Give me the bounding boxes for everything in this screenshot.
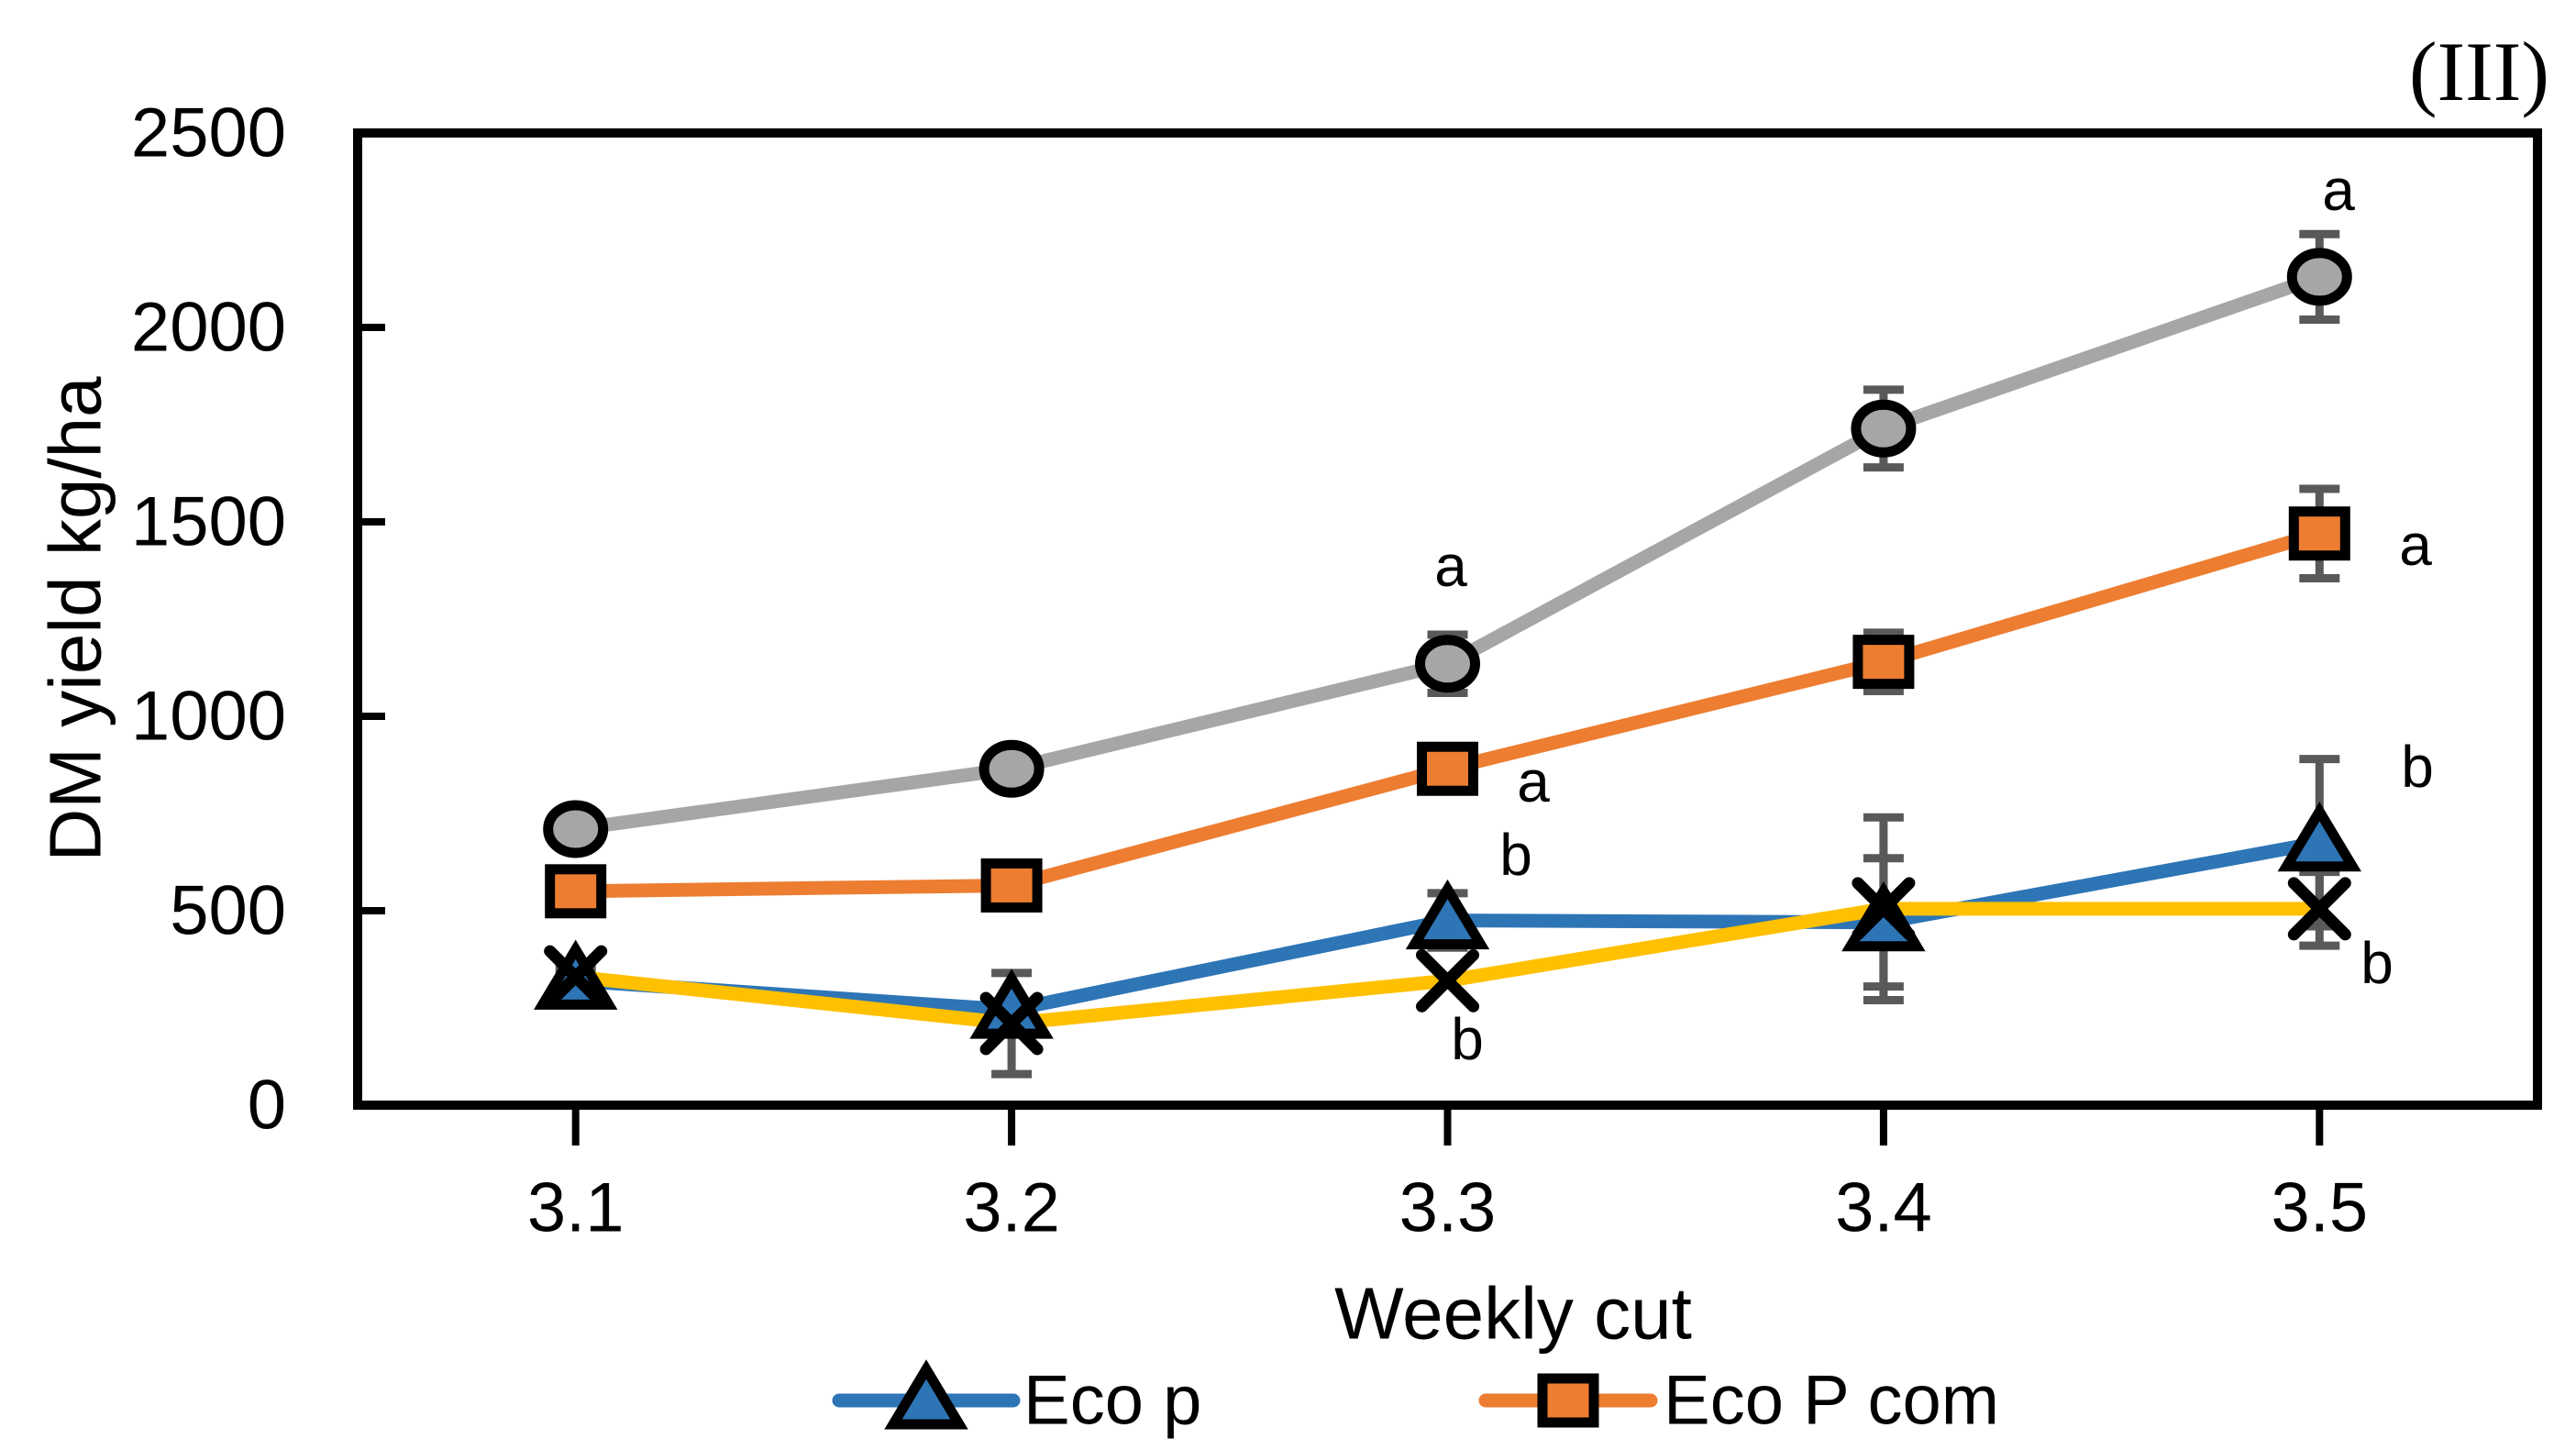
- sig-label-gray-circles: a: [2322, 157, 2355, 223]
- y-axis-tick-label: 500: [170, 872, 286, 950]
- marker-square-eco-p-com: [1417, 741, 1478, 796]
- marker-circle-gray-circles: [2286, 248, 2352, 306]
- marker-square-eco-p-com: [1852, 635, 1915, 690]
- y-axis-tick-label: 2000: [131, 289, 286, 367]
- marker-x-yellow-x: [1852, 877, 1916, 941]
- y-axis-tick-label: 0: [248, 1067, 286, 1145]
- marker-circle-gray-circles: [1415, 635, 1480, 693]
- sig-label-eco-p: b: [1499, 822, 1532, 888]
- marker-square-eco-p-com: [2288, 506, 2350, 561]
- marker-triangle-legend-eco-p: [884, 1359, 968, 1430]
- marker-x-yellow-x: [544, 945, 608, 1009]
- marker-square-eco-p-com: [545, 864, 607, 919]
- marker-triangle-eco-p: [1405, 879, 1490, 950]
- marker-x-yellow-x: [1416, 948, 1479, 1013]
- sig-label-yellow-x: b: [2360, 930, 2394, 996]
- marker-square-legend-eco-p-com: [1537, 1373, 1599, 1428]
- y-axis-title: DM yield kg/ha: [35, 376, 116, 862]
- legend-label-eco-p: Eco p: [1023, 1362, 1201, 1440]
- marker-circle-gray-circles: [978, 739, 1045, 798]
- x-axis-tick-label: 3.1: [527, 1169, 625, 1247]
- x-axis-tick-label: 3.5: [2271, 1169, 2368, 1247]
- y-axis-tick-label: 1500: [131, 483, 286, 561]
- marker-x-yellow-x: [2287, 877, 2351, 941]
- panel-label: (III): [2409, 25, 2549, 118]
- marker-circle-gray-circles: [543, 800, 609, 858]
- y-axis-tick-label: 2500: [131, 94, 286, 172]
- x-axis-tick-label: 3.2: [963, 1169, 1060, 1247]
- legend-label-eco-p-com: Eco P com: [1664, 1362, 1999, 1440]
- sig-label-gray-circles: a: [1434, 533, 1467, 599]
- x-axis-tick-label: 3.3: [1399, 1169, 1497, 1247]
- marker-x-yellow-x: [979, 991, 1044, 1056]
- sig-label-eco-p-com: a: [1517, 748, 1550, 814]
- marker-square-eco-p-com: [980, 858, 1043, 913]
- marker-circle-gray-circles: [1851, 399, 1917, 458]
- plot-border: [353, 128, 2542, 1110]
- marker-triangle-eco-p: [2277, 802, 2362, 872]
- y-axis-tick-label: 1000: [131, 678, 286, 756]
- sig-label-yellow-x: b: [1451, 1006, 1484, 1072]
- sig-label-eco-p-com: a: [2399, 512, 2432, 578]
- x-axis-tick-label: 3.4: [1835, 1169, 1932, 1247]
- x-axis-title: Weekly cut: [1334, 1273, 1692, 1355]
- sig-label-eco-p: b: [2401, 734, 2434, 800]
